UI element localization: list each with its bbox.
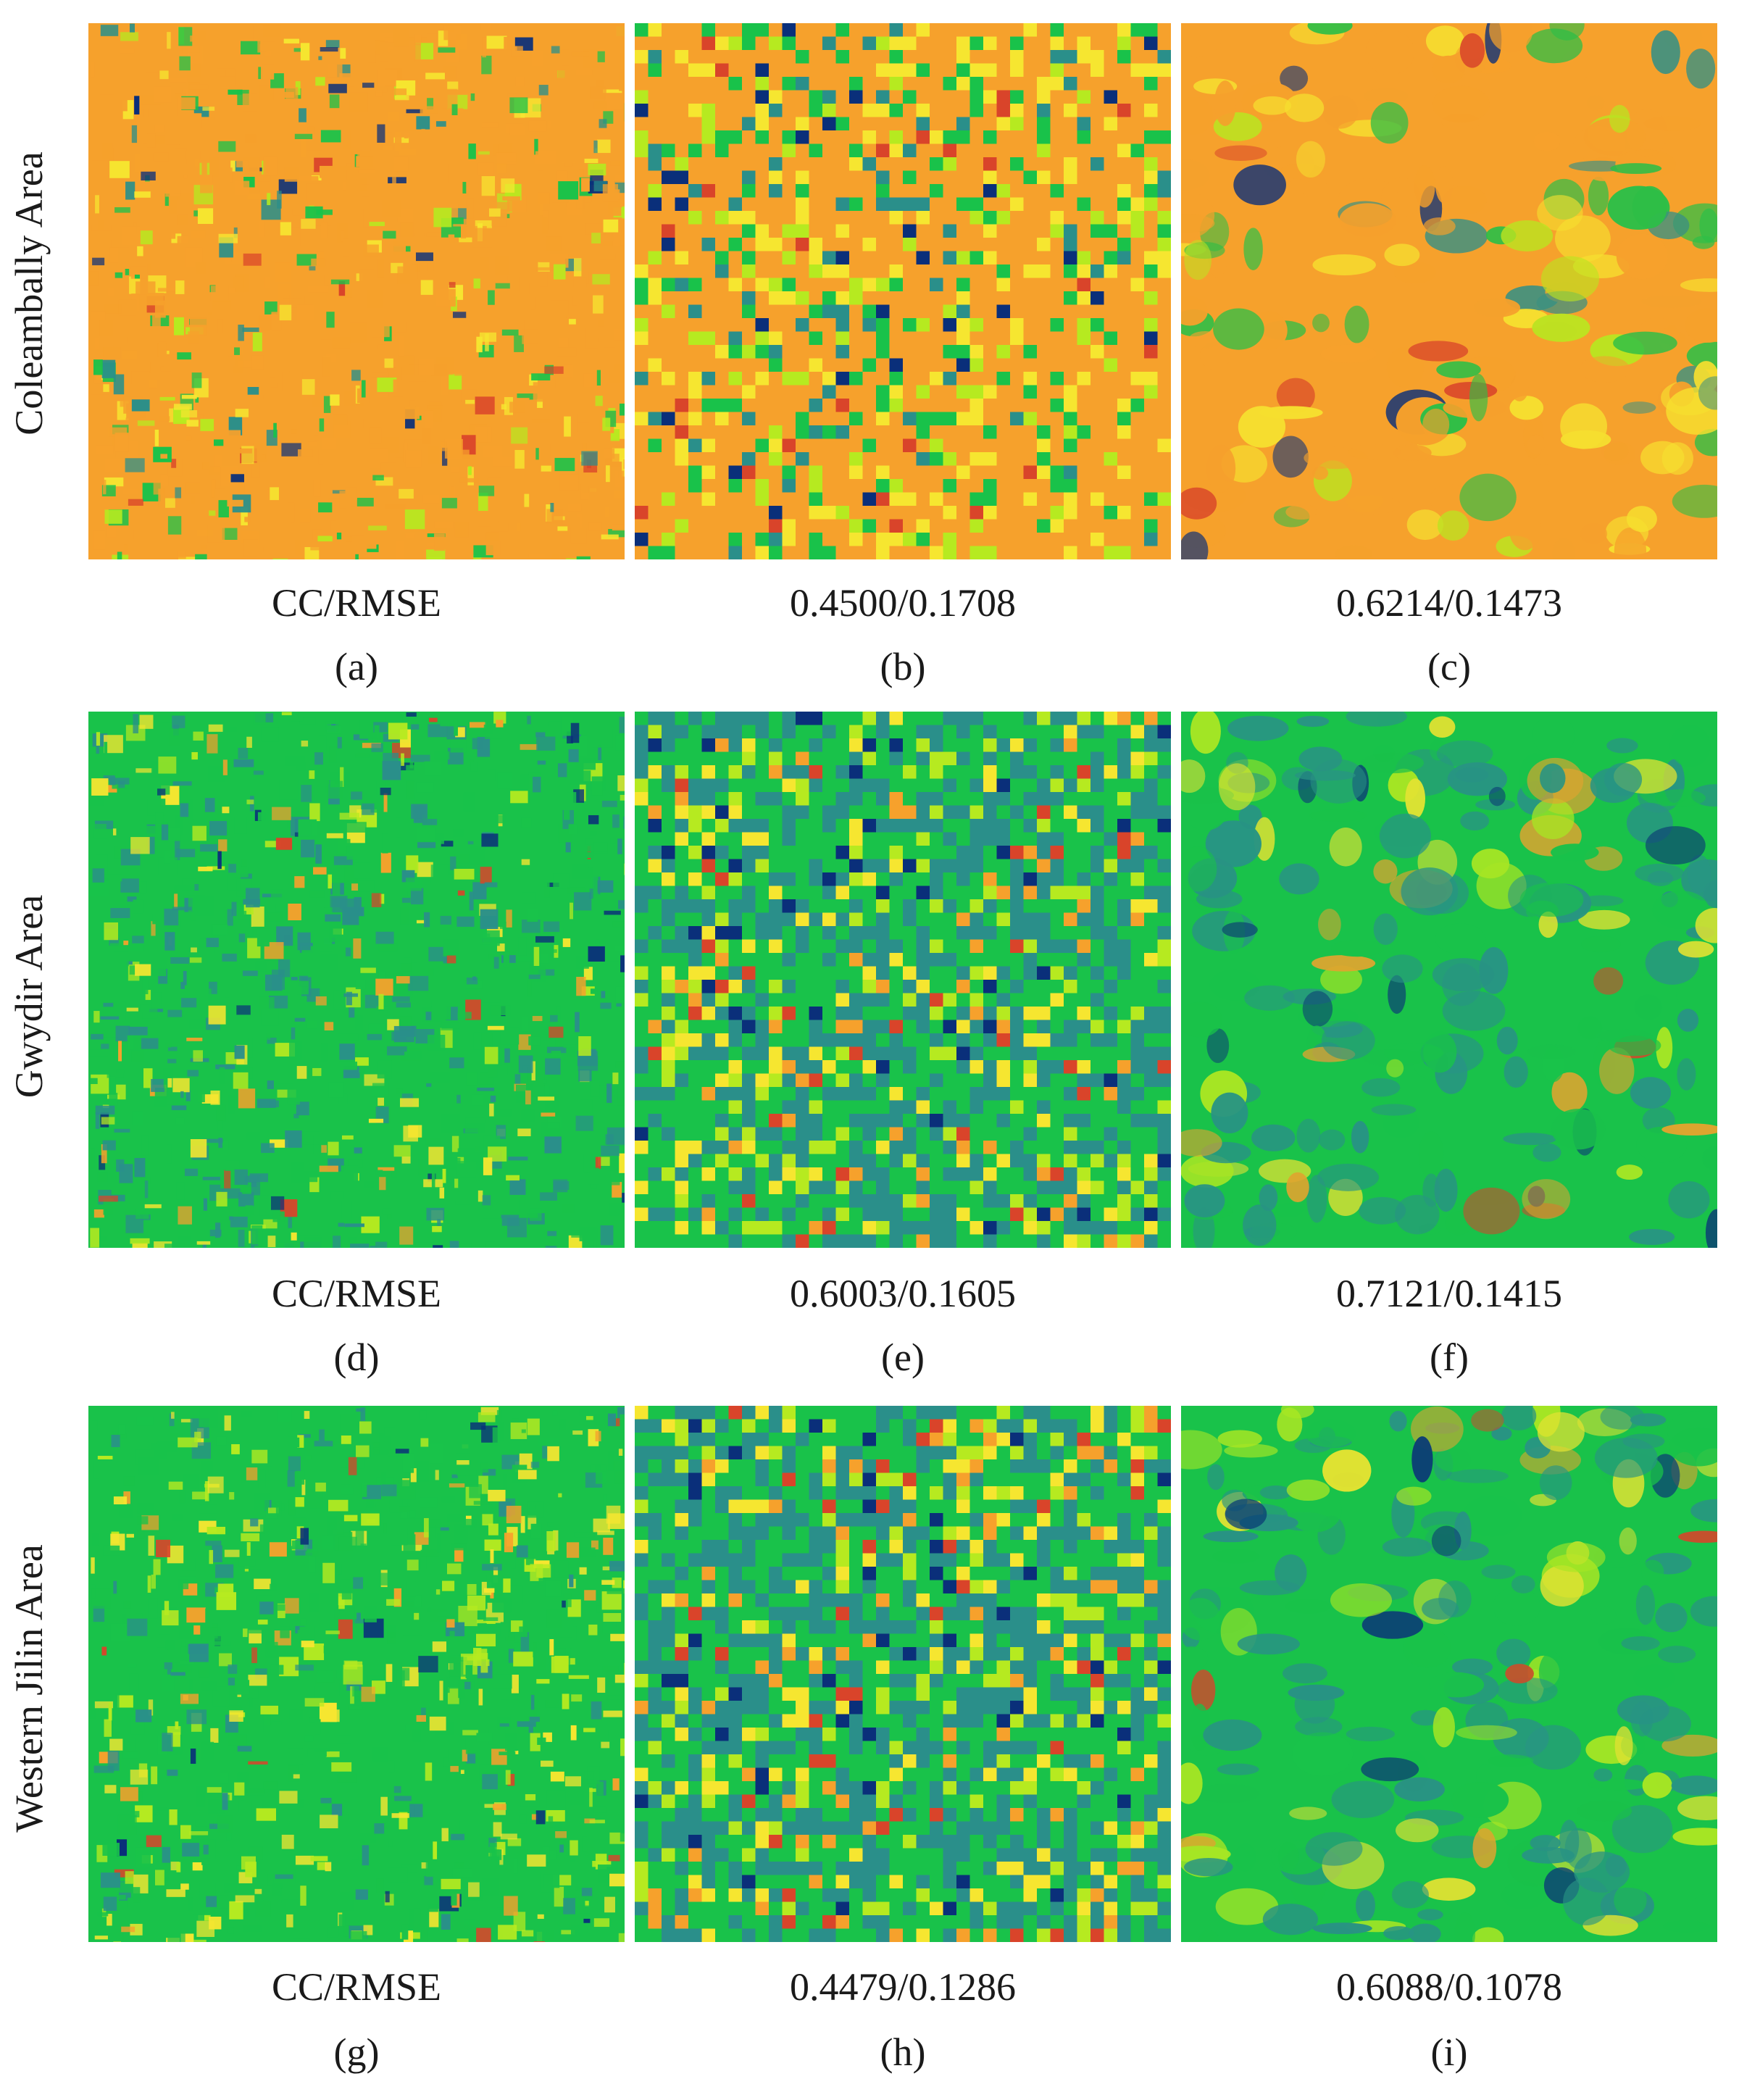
metric-d: CC/RMSE xyxy=(271,1272,442,1315)
panel-letter-h: (h) xyxy=(880,2030,926,2074)
image-panel-c xyxy=(1181,23,1717,559)
metric-a: CC/RMSE xyxy=(271,581,442,625)
map-c xyxy=(1181,23,1717,559)
map-i xyxy=(1181,1406,1717,1942)
row-label-western-jilin: Western Jilin Area xyxy=(7,1544,51,1833)
image-panel-i xyxy=(1181,1406,1717,1942)
row-label-coleambally: Coleambally Area xyxy=(7,151,51,436)
map-g xyxy=(88,1406,625,1942)
panel-letter-i: (i) xyxy=(1430,2030,1468,2074)
image-panel-h xyxy=(635,1406,1171,1942)
panel-letter-g: (g) xyxy=(333,2030,380,2074)
metric-b: 0.4500/0.1708 xyxy=(789,581,1016,625)
metric-c: 0.6214/0.1473 xyxy=(1335,581,1562,625)
image-panel-a xyxy=(88,23,625,559)
map-h xyxy=(635,1406,1171,1942)
map-a xyxy=(88,23,625,559)
map-e xyxy=(635,712,1171,1248)
panel-letter-e: (e) xyxy=(881,1336,925,1379)
map-b xyxy=(635,23,1171,559)
metric-e: 0.6003/0.1605 xyxy=(789,1272,1016,1315)
map-d xyxy=(88,712,625,1248)
metric-h: 0.4479/0.1286 xyxy=(789,1965,1016,2009)
map-f xyxy=(1181,712,1717,1248)
image-panel-g xyxy=(88,1406,625,1942)
image-panel-d xyxy=(88,712,625,1248)
image-panel-f xyxy=(1181,712,1717,1248)
metric-i: 0.6088/0.1078 xyxy=(1335,1965,1562,2009)
panel-letter-d: (d) xyxy=(333,1336,380,1379)
panel-letter-a: (a) xyxy=(335,645,378,688)
image-panel-e xyxy=(635,712,1171,1248)
metric-g: CC/RMSE xyxy=(271,1965,442,2009)
panel-letter-f: (f) xyxy=(1430,1336,1469,1379)
row-label-gwydir: Gwydir Area xyxy=(7,894,51,1099)
panel-letter-b: (b) xyxy=(880,645,926,688)
panel-letter-c: (c) xyxy=(1427,645,1471,688)
metric-f: 0.7121/0.1415 xyxy=(1335,1272,1562,1315)
image-panel-b xyxy=(635,23,1171,559)
